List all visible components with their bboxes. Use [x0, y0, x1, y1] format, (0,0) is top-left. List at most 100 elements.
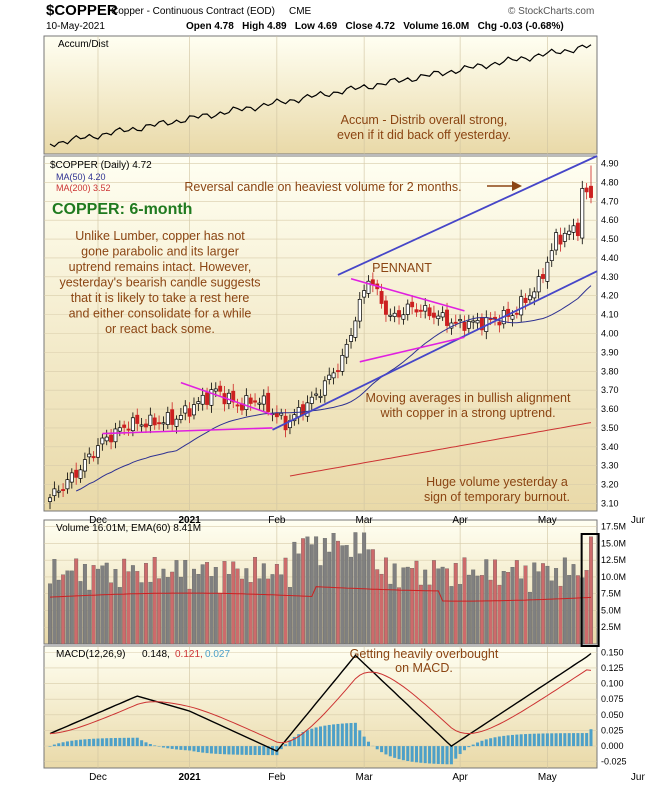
macd-histogram-bar — [558, 733, 562, 747]
price-candle — [56, 490, 61, 493]
ma50-line — [75, 285, 592, 492]
volume-bar — [440, 566, 445, 645]
volume-bar — [52, 559, 57, 645]
macd-histogram-bar — [301, 731, 305, 747]
macd-histogram-bar — [510, 734, 514, 747]
macd-histogram-bar — [462, 746, 466, 751]
volume-bar — [388, 583, 393, 645]
volume-bar — [122, 558, 127, 645]
price-candle — [48, 497, 52, 502]
price-candle — [397, 310, 401, 318]
macd-histogram-bar — [65, 741, 69, 747]
price-candle — [248, 397, 253, 404]
price-tick-label: 3.50 — [601, 423, 619, 433]
volume-bar — [484, 559, 489, 645]
volume-bar — [532, 562, 537, 645]
x-axis-label-apr: Apr — [452, 515, 468, 526]
price-candle — [401, 314, 406, 320]
macd-histogram-bar — [423, 746, 427, 764]
volume-bar — [331, 533, 336, 645]
volume-bar — [545, 565, 550, 645]
macd-histogram-bar — [393, 746, 397, 758]
volume-bar — [187, 588, 192, 645]
price-candle — [274, 412, 279, 418]
x-axis-label-2021: 2021 — [178, 515, 201, 526]
x-axis-label-dec: Dec — [89, 515, 107, 526]
macd-histogram-bar — [201, 746, 205, 753]
commentary-line: or react back some. — [105, 322, 215, 336]
price-candle — [580, 188, 585, 239]
macd-histogram-bar — [589, 729, 593, 747]
macd-histogram-bar — [441, 746, 445, 765]
macd-histogram-bar — [179, 746, 183, 750]
macd-histogram-bar — [454, 746, 458, 759]
macd-histogram-bar — [458, 746, 462, 755]
macd-value: 0.148, — [142, 649, 170, 660]
macd-histogram-bar — [48, 746, 52, 747]
macd-histogram-bar — [585, 733, 589, 747]
x-axis-label-2021: 2021 — [178, 772, 201, 783]
macd-histogram-bar — [314, 727, 318, 747]
macd-histogram-bar — [262, 746, 266, 756]
volume-bar — [514, 560, 519, 645]
price-candle — [549, 250, 554, 262]
ma200-legend: MA(200) 3.52 — [56, 183, 111, 193]
volume-bar — [501, 571, 506, 645]
price-candle — [466, 321, 471, 329]
price-candle — [514, 312, 519, 315]
price-candle — [279, 412, 284, 416]
price-candle — [440, 312, 445, 318]
macd-histogram-bar — [432, 746, 436, 764]
volume-bar — [392, 563, 397, 645]
volume-bar — [244, 568, 249, 645]
macd-histogram-bar — [205, 746, 209, 754]
x-axis-label-mar: Mar — [356, 772, 374, 783]
x-axis-label-jun: Jun — [631, 772, 645, 783]
macd-histogram-bar — [353, 722, 357, 747]
macd-histogram-bar — [336, 723, 340, 747]
price-candle — [117, 427, 122, 432]
volume-bar — [48, 583, 52, 645]
macd-histogram-bar — [345, 723, 349, 747]
chart-source: © StockCharts.com — [508, 6, 595, 17]
price-candle — [497, 321, 502, 326]
pennant-lower-line — [359, 336, 465, 363]
volume-bar — [69, 570, 74, 645]
price-candle — [100, 437, 105, 445]
price-candle — [357, 298, 362, 322]
volume-bar — [488, 579, 493, 645]
macd-histogram-bar — [445, 746, 449, 765]
volume-bar — [135, 571, 140, 645]
price-tick-label: 3.10 — [601, 498, 619, 508]
price-candle — [257, 402, 262, 405]
macd-histogram-bar — [489, 738, 493, 747]
volume-bar — [327, 551, 332, 645]
price-candle — [231, 390, 236, 403]
price-candle — [554, 232, 559, 251]
price-candle — [213, 388, 218, 392]
price-candle — [405, 303, 410, 315]
macd-histogram-bar — [397, 746, 401, 760]
price-candle — [349, 335, 353, 342]
price-candle — [562, 232, 567, 242]
accum-annotation: even if it did back off yesterday. — [337, 128, 511, 142]
macd-histogram-bar — [79, 739, 83, 747]
macd-histogram-bar — [57, 743, 61, 747]
commentary-line: uptrend remains intact. However, — [69, 260, 252, 274]
x-axis-label-dec: Dec — [89, 772, 107, 783]
macd-histogram-bar — [118, 737, 122, 747]
macd-tick-label: 0.075 — [601, 694, 624, 704]
commentary-line: and either consolidate for a while — [69, 307, 252, 321]
macd-histogram-bar — [105, 738, 109, 747]
volume-bar — [56, 579, 61, 645]
volume-bar — [296, 553, 301, 645]
price-candle — [475, 320, 480, 324]
price-candle — [519, 296, 524, 316]
price-candle — [532, 291, 537, 299]
price-candle — [253, 400, 258, 403]
macd-histogram-bar — [192, 746, 196, 752]
volume-bar — [466, 574, 471, 645]
macd-histogram-bar — [74, 740, 78, 747]
price-candle — [414, 309, 419, 313]
macd-histogram-bar — [188, 746, 192, 751]
